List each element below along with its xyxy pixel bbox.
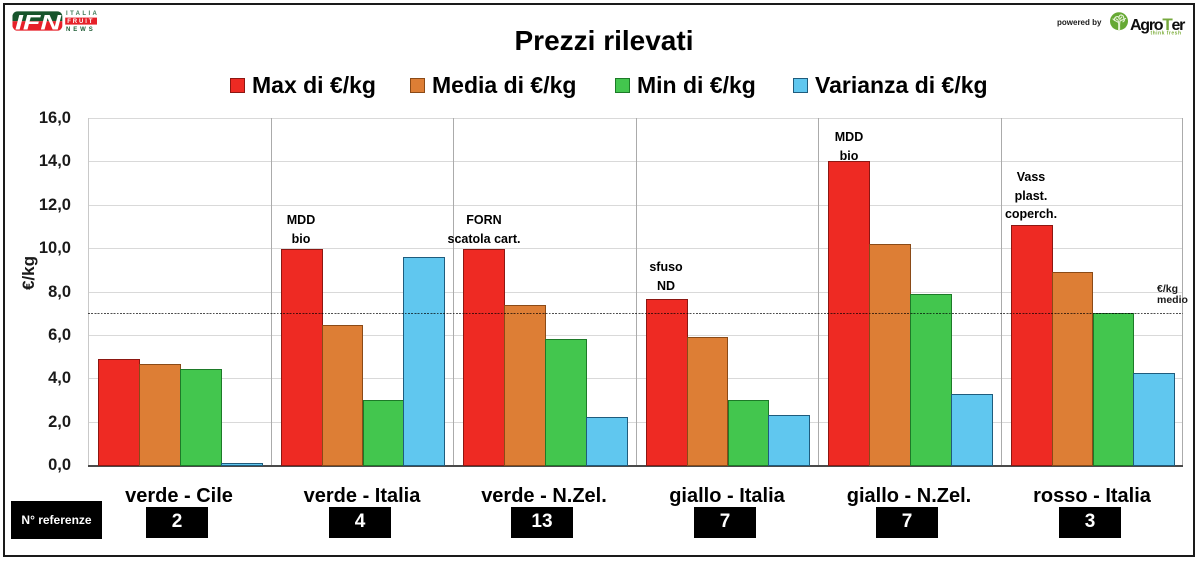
svg-text:think fresh: think fresh xyxy=(1150,30,1181,36)
svg-text:Agro​Ter: Agro​Ter xyxy=(1130,15,1185,34)
svg-text:IFN: IFN xyxy=(15,12,62,34)
svg-text:ITALIA: ITALIA xyxy=(66,11,99,17)
svg-text:NEWS: NEWS xyxy=(66,27,96,33)
svg-text:FRUIT: FRUIT xyxy=(67,19,94,25)
